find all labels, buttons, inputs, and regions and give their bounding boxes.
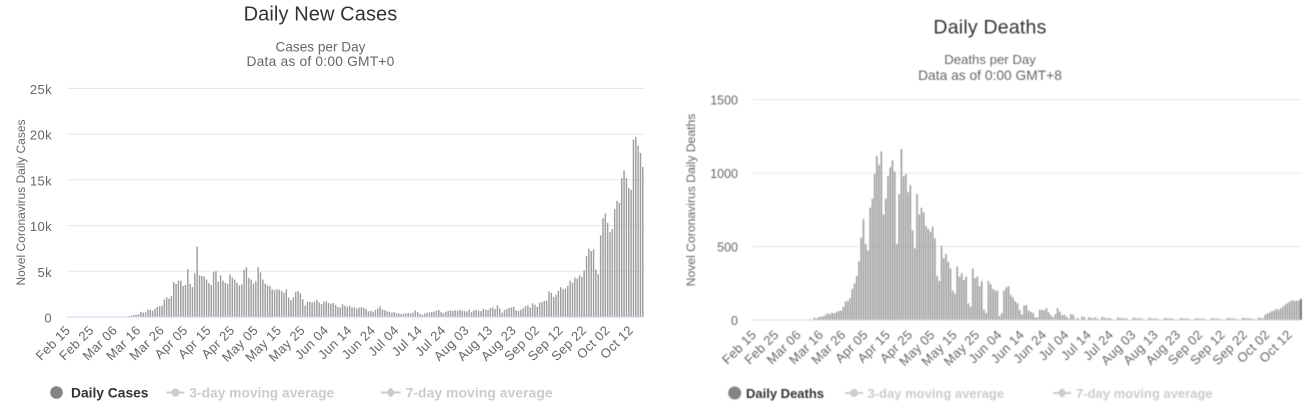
- svg-text:500: 500: [717, 241, 738, 255]
- svg-text:Daily New Cases: Daily New Cases: [244, 4, 398, 26]
- svg-text:5k: 5k: [37, 265, 52, 280]
- svg-text:Daily Cases: Daily Cases: [71, 386, 149, 401]
- svg-text:Data as of 0:00 GMT+8: Data as of 0:00 GMT+8: [918, 68, 1062, 83]
- svg-text:20k: 20k: [30, 128, 52, 143]
- svg-text:1000: 1000: [710, 167, 738, 181]
- svg-text:Cases per Day: Cases per Day: [276, 40, 366, 55]
- svg-text:Daily Deaths: Daily Deaths: [933, 17, 1046, 39]
- svg-text:Novel Coronavirus Daily Deaths: Novel Coronavirus Daily Deaths: [684, 114, 698, 287]
- svg-text:10k: 10k: [30, 219, 52, 234]
- svg-text:7-day moving average: 7-day moving average: [1076, 386, 1213, 401]
- svg-text:Data as of 0:00 GMT+0: Data as of 0:00 GMT+0: [247, 54, 395, 69]
- svg-text:15k: 15k: [30, 173, 52, 188]
- svg-text:25k: 25k: [30, 82, 52, 97]
- svg-text:1500: 1500: [710, 94, 738, 108]
- svg-text:7-day moving average: 7-day moving average: [406, 385, 553, 401]
- svg-text:0: 0: [731, 314, 738, 328]
- svg-text:0: 0: [44, 311, 52, 326]
- svg-text:3-day moving average: 3-day moving average: [868, 386, 1005, 401]
- svg-text:Daily Deaths: Daily Deaths: [746, 386, 824, 401]
- svg-text:Novel Coronavirus Daily Cases: Novel Coronavirus Daily Cases: [14, 119, 28, 285]
- svg-text:Deaths per Day: Deaths per Day: [944, 52, 1036, 67]
- svg-text:3-day moving average: 3-day moving average: [189, 386, 334, 401]
